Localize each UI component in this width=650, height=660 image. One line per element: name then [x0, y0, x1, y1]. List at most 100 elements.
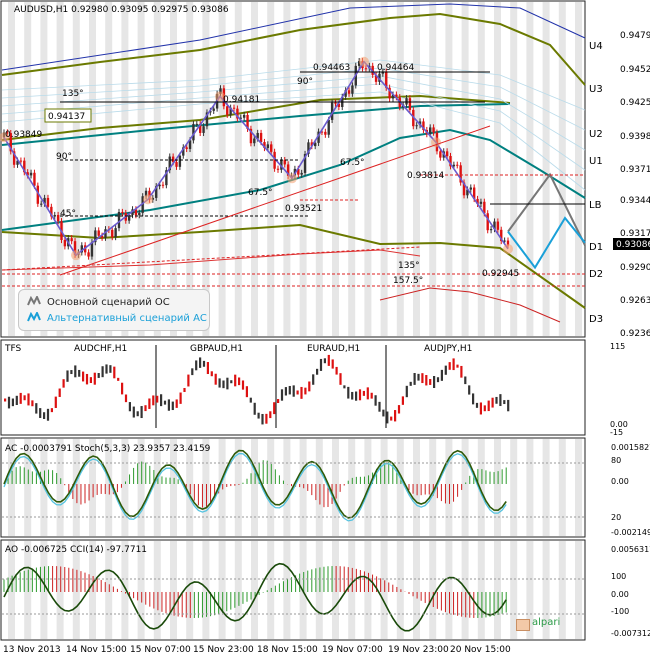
tfs-candle — [234, 374, 237, 387]
session-band — [56, 541, 64, 639]
tfs-candle — [101, 366, 104, 378]
session-band — [137, 541, 145, 639]
tfs-candle — [50, 408, 53, 413]
tfs-candle — [4, 398, 7, 402]
session-band — [202, 541, 210, 639]
candle-body — [90, 242, 94, 257]
candle-body — [432, 127, 435, 133]
tfs-candle — [479, 402, 482, 415]
tfs-candle — [288, 385, 291, 395]
tfs-candle — [62, 379, 65, 388]
tfs-candle — [421, 373, 424, 384]
session-band — [105, 439, 113, 536]
candle-body — [80, 245, 83, 253]
tfs-candle — [390, 416, 393, 421]
tfs-candle — [128, 402, 131, 412]
candle-body — [63, 240, 67, 247]
candle-body — [347, 90, 351, 94]
tfs-scale: -15 — [610, 428, 623, 437]
tfs-candle — [327, 354, 330, 366]
candle-body — [486, 213, 489, 231]
candle-body — [239, 117, 242, 119]
session-band — [461, 2, 469, 336]
ac-stoch-indicator — [2, 449, 585, 522]
swing-marker — [287, 173, 297, 184]
candle-body — [357, 61, 361, 66]
session-band — [170, 2, 177, 336]
ac-header: AC -0.0003791 Stoch(5,3,3) 23.9357 23.41… — [5, 444, 211, 454]
candle-body — [205, 112, 209, 127]
swing-marker — [143, 194, 153, 205]
tfs-candle — [284, 387, 287, 396]
tfs-candle — [132, 406, 135, 418]
time-label: 15 Nov 23:00 — [193, 645, 254, 655]
tfs-candle — [362, 390, 365, 396]
ao-scale: 100 — [611, 572, 626, 581]
candle-body — [6, 132, 9, 134]
lower-envelope — [1, 249, 421, 271]
tfs-candle — [358, 389, 362, 401]
candle-body — [229, 107, 232, 115]
tfs-candle — [386, 411, 389, 424]
alpari-watermark: alpari — [532, 617, 561, 628]
angle-annotation: 157.5° — [393, 276, 423, 286]
tfs-candle — [113, 366, 116, 379]
tfs-candle — [195, 360, 198, 371]
candle-body — [121, 211, 124, 213]
candle-body — [114, 228, 117, 238]
candle-body — [53, 214, 56, 217]
candle-body — [87, 252, 90, 257]
session-band — [542, 541, 550, 639]
session-band — [267, 2, 275, 336]
tfs-candle — [413, 373, 416, 385]
session-band — [542, 2, 550, 336]
tfs-candle — [495, 396, 498, 404]
session-band — [251, 2, 258, 336]
candle-body — [263, 142, 266, 149]
candle-body — [297, 168, 300, 175]
candle-body — [385, 71, 388, 88]
session-band — [251, 541, 258, 639]
session-band — [153, 439, 161, 536]
session-band — [56, 2, 64, 336]
candle-body — [459, 165, 462, 183]
moving-average — [1, 128, 586, 231]
candle-body — [138, 212, 141, 216]
middle-channel — [1, 94, 511, 141]
session-band — [429, 541, 437, 639]
candle-body — [158, 184, 161, 187]
tfs-candle — [343, 385, 346, 389]
session-band — [461, 541, 469, 639]
price-level: 0.94791 — [620, 31, 650, 41]
candle-body — [378, 73, 381, 82]
tfs-candle — [7, 396, 11, 409]
session-band — [510, 2, 518, 336]
candle-body — [100, 235, 104, 238]
session-band — [170, 541, 177, 639]
session-band — [445, 2, 453, 336]
ao-scale: 0.00 — [611, 590, 629, 599]
candle-body — [303, 153, 307, 173]
level-tag-d2: D2 — [589, 269, 603, 280]
tfs-candle — [58, 388, 61, 397]
tfs-candle — [109, 365, 112, 373]
candle-body — [117, 211, 121, 229]
tfs-candle — [27, 393, 30, 406]
tfs-candle — [280, 389, 284, 401]
session-band — [267, 439, 275, 536]
envelope-line — [1, 3, 586, 71]
session-band — [251, 439, 258, 536]
fan-line — [1, 91, 586, 191]
tfs-candle — [124, 394, 128, 403]
angle-annotation: 67.5° — [248, 188, 273, 198]
candle-body — [462, 182, 466, 196]
ao-scale: -0.0073129 — [611, 629, 650, 638]
session-band — [186, 2, 194, 336]
session-band — [202, 2, 210, 336]
session-band — [24, 541, 32, 639]
session-band — [348, 439, 356, 536]
session-band — [558, 2, 566, 336]
candle-body — [364, 68, 368, 70]
price-level: 0.92906 — [620, 263, 650, 273]
